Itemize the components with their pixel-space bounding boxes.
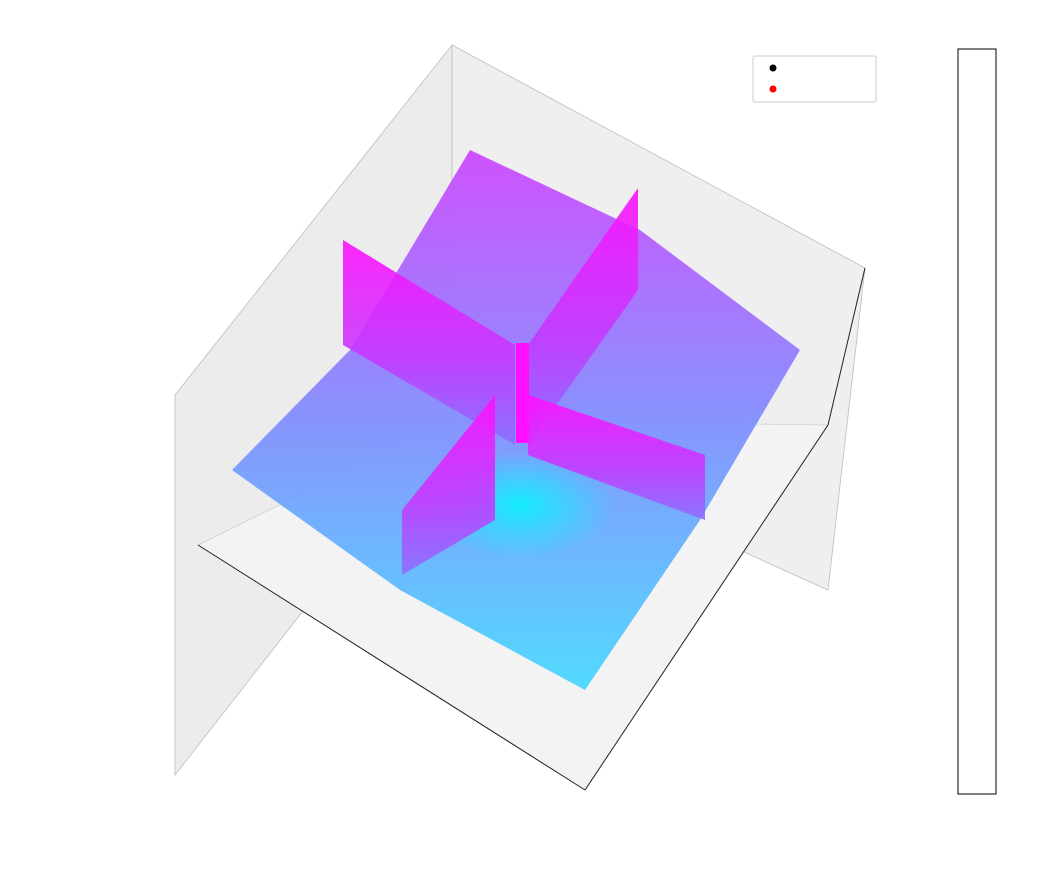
colorbar-frame xyxy=(957,48,997,795)
y-axis-line xyxy=(584,424,829,791)
legend-box xyxy=(752,55,877,103)
surface-wall-back xyxy=(528,395,705,520)
x-axis-line xyxy=(197,544,586,791)
legend-marker-population xyxy=(769,64,777,72)
z-axis-line xyxy=(827,267,866,426)
surface-wall-center xyxy=(516,343,529,443)
axis-lines xyxy=(197,267,866,791)
surface-plot xyxy=(232,150,800,690)
surface-wall-right xyxy=(528,188,638,445)
surface-wall-left xyxy=(343,240,515,445)
legend-marker-best xyxy=(769,85,777,93)
colorbar xyxy=(957,48,997,795)
surface-wall-front xyxy=(402,395,495,575)
legend xyxy=(752,55,877,103)
